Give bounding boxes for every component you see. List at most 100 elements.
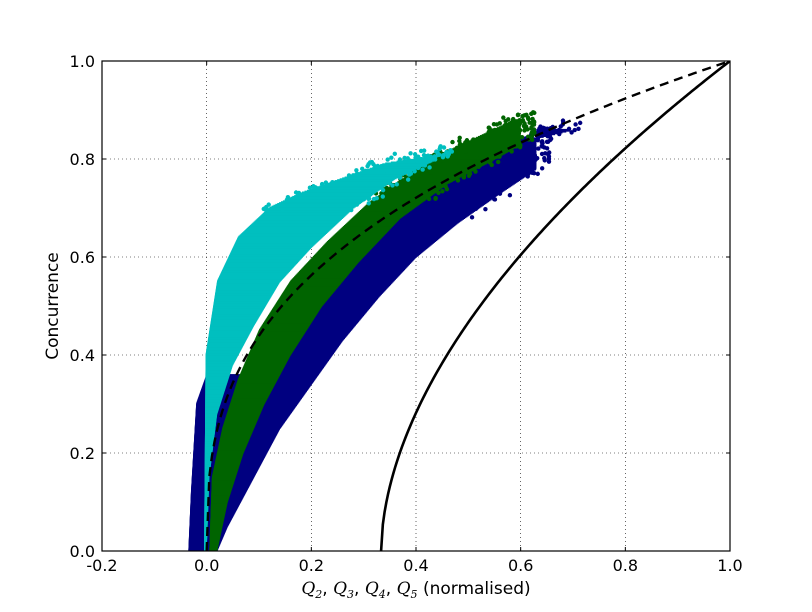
scatter-series-2 [204,144,455,551]
scatter-point [457,138,462,144]
scatter-point [539,139,545,145]
scatter-point [539,166,545,171]
scatter-point [449,149,455,154]
scatter-point [539,151,545,157]
dashed-reference-curve [205,61,730,551]
y-tick-label: 0.0 [70,542,95,561]
scatter-point [530,116,535,122]
scatter-band-slice [430,155,437,159]
x-tick-label: 0.6 [508,556,533,575]
scatter-point [412,152,418,157]
axis-ticks: -0.2 0.0 0.2 0.4 0.6 0.8 1.00.00.20.40.60.81.0 [70,52,743,575]
scatter-point [542,155,547,161]
y-tick-label: 0.6 [70,248,95,267]
y-tick-label: 0.8 [70,150,95,169]
scatter-point [371,196,377,202]
scatter-point [405,177,411,182]
scatter-point [437,146,442,152]
scatter-point [433,195,438,201]
scatter-point [408,151,413,156]
solid-reference-curve [379,61,730,551]
q2-symbol: Q [301,579,315,599]
scatter-point [526,116,531,122]
y-tick-label: 1.0 [70,52,95,71]
scatter-point [501,115,506,120]
scatter-points [188,110,583,551]
scatter-point [427,165,432,170]
scatter-point [392,151,398,157]
reference-curves [205,61,730,551]
scatter-point [520,113,525,119]
q4-symbol: Q [365,579,379,599]
scatter-point [491,121,497,127]
xlabel-suffix: (normalised) [418,579,531,599]
scatter-point [569,130,574,135]
separator: , [386,579,397,599]
scatter-point [576,126,581,132]
scatter-point [420,167,425,172]
q4-subscript: 4 [378,588,386,601]
scatter-point [548,136,554,141]
q3-symbol: Q [333,579,347,599]
scatter-point [560,118,566,123]
scatter-point [445,153,451,158]
scatter-point [421,148,427,153]
scatter-point [367,160,373,165]
scatter-point [572,127,577,133]
x-tick-label: 0.8 [613,556,638,575]
q5-subscript: 5 [411,588,418,601]
scatter-point [520,118,526,124]
scatter-band-slice [513,119,521,122]
x-tick-label: 0.0 [194,556,219,575]
q5-symbol: Q [397,579,411,599]
scatter-point [538,124,543,129]
scatter-point [530,122,535,128]
scatter-point [545,152,551,157]
x-tick-label: 0.2 [299,556,324,575]
scatter-point [515,112,521,118]
scatter-point [441,145,447,150]
x-axis-label: Q2, Q3, Q4, Q5 (normalised) [301,579,530,601]
scatter-band-slice [536,128,571,132]
scatter-point [535,171,540,177]
scatter-point [434,149,439,154]
scatter-point [573,122,578,127]
scatter-point [577,120,583,126]
scatter-point [441,152,447,158]
scatter-point [546,159,552,164]
scatter-point [536,146,541,151]
scatter-point [366,201,371,206]
scatter-point [330,179,335,185]
y-tick-label: 0.4 [70,346,95,365]
scatter-point [503,118,508,124]
scatter-point [532,110,537,116]
scatter-point [390,183,395,188]
scatter-point [360,166,365,172]
scatter-point [440,189,445,194]
scatter-point [266,202,271,207]
scatter-point [469,215,475,220]
scatter-point [486,125,492,130]
scatter-band-slice [436,153,442,157]
separator: , [354,579,365,599]
scatter-point [507,193,513,198]
scatter-point [483,206,488,212]
scatter-point [495,159,501,165]
y-axis-label: Concurrence [43,252,63,360]
separator: , [322,579,333,599]
q3-subscript: 3 [347,588,354,601]
scatter-point [380,194,385,199]
scatter-point [450,139,455,145]
x-tick-label: 0.4 [403,556,428,575]
scatter-point [311,184,316,189]
scatter-point [519,135,525,140]
scatter-point [354,168,359,173]
scatter-point [389,155,394,160]
x-tick-label: -0.2 [86,556,117,575]
scatter-point [385,157,390,162]
scatter-point [529,126,534,131]
q2-subscript: 2 [314,588,322,601]
scatter-series-1 [209,110,537,551]
x-tick-label: 1.0 [717,556,742,575]
